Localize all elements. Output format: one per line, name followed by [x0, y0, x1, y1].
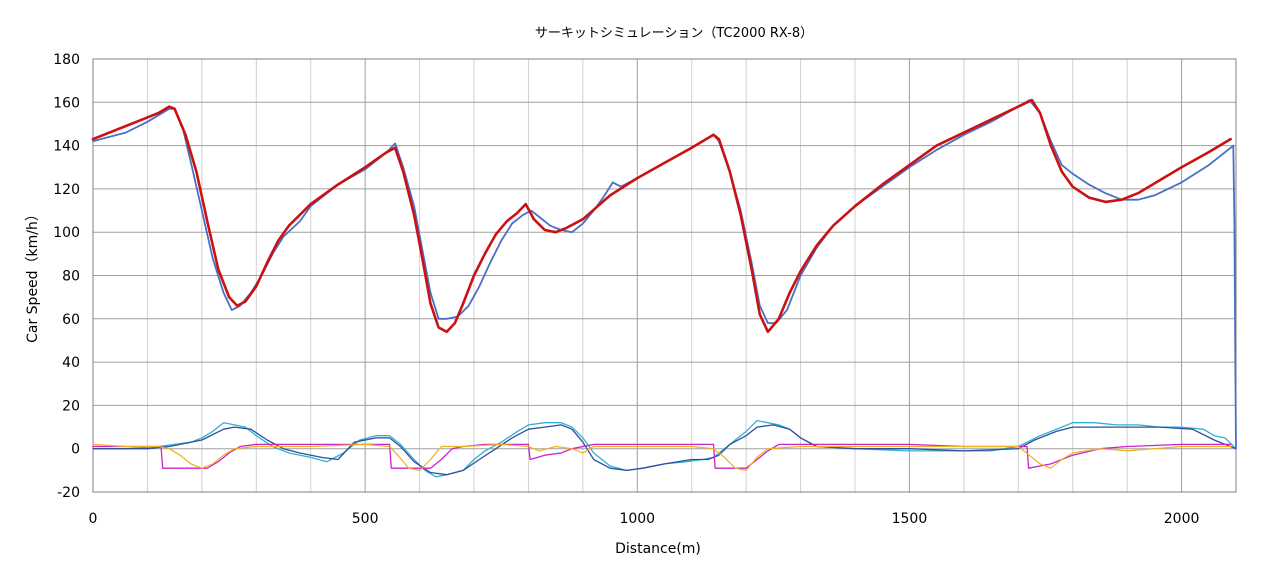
y-tick-label: 20: [62, 398, 80, 414]
chart-title: サーキットシミュレーション（TC2000 RX-8）: [535, 26, 813, 41]
y-tick-label: 140: [53, 139, 80, 155]
x-tick-label: 2000: [1164, 511, 1200, 527]
y-tick-label: 100: [53, 225, 80, 241]
y-tick-label: 120: [53, 182, 80, 198]
y-tick-label: 160: [53, 95, 80, 111]
x-tick-label: 500: [352, 511, 379, 527]
y-tick-label: 60: [62, 312, 80, 328]
y-tick-label: 180: [53, 52, 80, 68]
y-tick-label: 0: [71, 442, 80, 458]
x-axis-tick-labels: 0 500 1000 1500 2000: [89, 511, 1200, 527]
x-tick-label: 1000: [619, 511, 655, 527]
x-tick-label: 0: [89, 511, 98, 527]
series-line-5: [92, 443, 1232, 469]
x-tick-label: 1500: [892, 511, 928, 527]
y-tick-label: 40: [62, 355, 80, 371]
x-axis-title: Distance(m): [615, 541, 701, 557]
series-layer: [91, 98, 1237, 478]
y-tick-label: 80: [62, 269, 80, 285]
y-axis-title: Car Speed（km/h）: [25, 207, 41, 343]
series-line-4: [92, 424, 1237, 476]
y-tick-label: -20: [57, 485, 80, 501]
series-line-6: [92, 443, 1232, 471]
y-axis-tick-labels: -20 0 20 40 60 80 100 120 140 160 180: [53, 52, 80, 501]
series-line-1: [91, 98, 1232, 334]
plot-area-frame: [92, 58, 1237, 493]
